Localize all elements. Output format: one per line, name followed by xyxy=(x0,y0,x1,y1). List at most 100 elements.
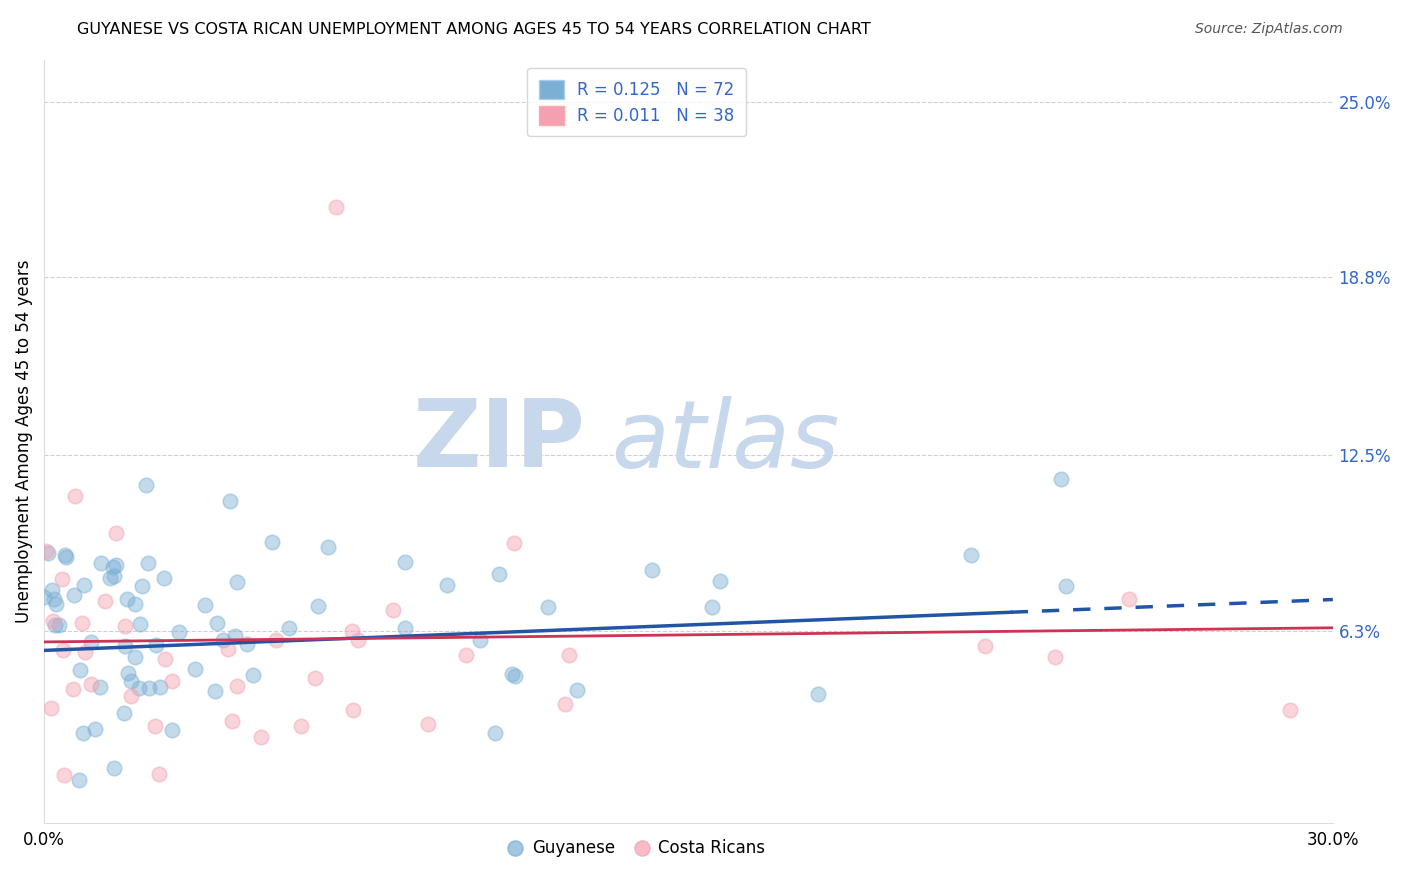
Point xyxy=(167,624,190,639)
Point xyxy=(342,703,364,717)
Point xyxy=(105,525,128,540)
Point xyxy=(120,674,142,689)
Point xyxy=(42,614,65,628)
Point xyxy=(1043,649,1066,664)
Text: Source: ZipAtlas.com: Source: ZipAtlas.com xyxy=(1195,22,1343,37)
Point xyxy=(436,578,458,592)
Point xyxy=(84,722,107,736)
Point xyxy=(145,639,167,653)
Point xyxy=(236,637,259,651)
Point xyxy=(160,723,183,738)
Text: atlas: atlas xyxy=(612,396,839,487)
Point xyxy=(67,773,90,788)
Point xyxy=(129,617,152,632)
Point xyxy=(277,621,299,635)
Point xyxy=(394,555,416,569)
Point xyxy=(135,478,157,492)
Point xyxy=(264,633,287,648)
Point xyxy=(260,534,283,549)
Point xyxy=(250,730,273,744)
Point xyxy=(501,667,523,681)
Point xyxy=(416,717,439,731)
Point xyxy=(503,536,526,550)
Point xyxy=(103,761,125,775)
Point xyxy=(340,624,363,639)
Point xyxy=(554,697,576,711)
Point xyxy=(204,684,226,698)
Point xyxy=(225,679,247,693)
Point xyxy=(484,726,506,740)
Point xyxy=(55,549,77,564)
Point xyxy=(44,617,66,632)
Legend: Guyanese, Costa Ricans: Guyanese, Costa Ricans xyxy=(502,833,772,864)
Point xyxy=(212,633,235,648)
Y-axis label: Unemployment Among Ages 45 to 54 years: Unemployment Among Ages 45 to 54 years xyxy=(15,260,32,623)
Point xyxy=(290,719,312,733)
Point xyxy=(89,680,111,694)
Point xyxy=(128,681,150,696)
Point xyxy=(41,583,63,598)
Point xyxy=(136,556,159,570)
Point xyxy=(242,668,264,682)
Text: ZIP: ZIP xyxy=(412,395,585,487)
Point xyxy=(101,560,124,574)
Point xyxy=(94,594,117,608)
Point xyxy=(394,621,416,635)
Point xyxy=(121,689,143,703)
Text: GUYANESE VS COSTA RICAN UNEMPLOYMENT AMONG AGES 45 TO 54 YEARS CORRELATION CHART: GUYANESE VS COSTA RICAN UNEMPLOYMENT AMO… xyxy=(77,22,872,37)
Point xyxy=(219,493,242,508)
Point xyxy=(115,591,138,606)
Point xyxy=(205,616,228,631)
Point xyxy=(51,572,73,586)
Point xyxy=(124,650,146,665)
Point xyxy=(70,615,93,630)
Point xyxy=(217,642,239,657)
Point xyxy=(973,639,995,653)
Point xyxy=(488,566,510,581)
Point xyxy=(34,544,56,558)
Point xyxy=(52,643,75,657)
Point xyxy=(103,569,125,583)
Point xyxy=(346,633,368,648)
Point xyxy=(382,603,405,617)
Point xyxy=(325,200,347,214)
Point xyxy=(117,665,139,680)
Point xyxy=(184,661,207,675)
Point xyxy=(148,767,170,781)
Point xyxy=(959,548,981,562)
Point xyxy=(316,540,339,554)
Point xyxy=(37,546,59,560)
Point xyxy=(105,558,128,573)
Point xyxy=(454,648,477,663)
Point xyxy=(1049,472,1071,486)
Point xyxy=(152,571,174,585)
Point xyxy=(153,652,176,666)
Point xyxy=(69,663,91,677)
Point xyxy=(114,639,136,653)
Point xyxy=(112,706,135,720)
Point xyxy=(90,556,112,570)
Point xyxy=(62,682,84,697)
Point xyxy=(124,598,146,612)
Point xyxy=(149,680,172,694)
Point xyxy=(73,645,96,659)
Point xyxy=(80,634,103,648)
Point xyxy=(470,632,492,647)
Point xyxy=(565,683,588,698)
Point xyxy=(72,725,94,739)
Point xyxy=(53,768,76,782)
Point xyxy=(503,669,526,683)
Point xyxy=(304,671,326,685)
Point xyxy=(700,599,723,614)
Point xyxy=(138,681,160,696)
Point xyxy=(114,619,136,633)
Point xyxy=(98,571,121,585)
Point xyxy=(194,598,217,612)
Point xyxy=(641,563,664,577)
Point xyxy=(39,701,62,715)
Point xyxy=(73,578,96,592)
Point xyxy=(807,687,830,701)
Point xyxy=(160,674,183,689)
Point xyxy=(44,591,66,606)
Point xyxy=(226,574,249,589)
